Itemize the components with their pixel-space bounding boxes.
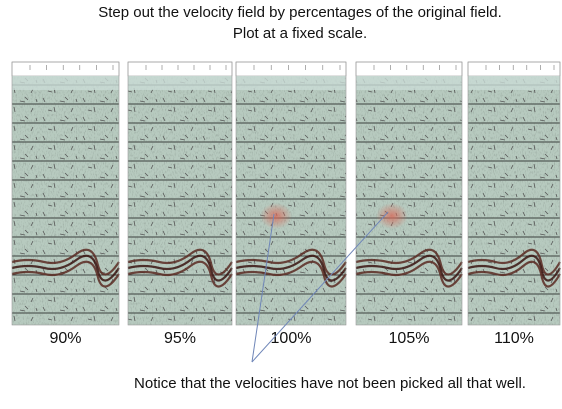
highlight — [376, 203, 408, 229]
panel-sky — [128, 76, 232, 90]
reflector — [127, 254, 233, 282]
panel-label: 110% — [494, 330, 534, 347]
panel-header — [127, 61, 233, 77]
reflector — [235, 254, 347, 282]
panel-frame — [127, 61, 233, 326]
reflector — [467, 248, 561, 276]
panel-grain — [468, 76, 560, 325]
highlight — [260, 203, 292, 229]
title-line: Plot at a fixed scale. — [233, 25, 367, 42]
seismic-panel — [127, 61, 233, 326]
panel-header — [355, 61, 463, 77]
reflector — [355, 248, 463, 276]
panel-label: 95% — [164, 330, 196, 347]
seismic-panel — [235, 61, 347, 326]
panel-grain — [356, 76, 462, 325]
reflector — [355, 260, 463, 288]
panel-frame — [11, 61, 120, 326]
seismic-panel — [467, 61, 561, 326]
reflector — [11, 254, 120, 282]
seismic-panel — [355, 61, 463, 326]
title-line: Step out the velocity field by percentag… — [98, 4, 502, 21]
panel-label: 100% — [271, 330, 312, 347]
reflector — [467, 254, 561, 282]
arrow — [251, 213, 275, 363]
reflector — [127, 248, 233, 276]
panel-header — [467, 61, 561, 77]
reflector — [127, 260, 233, 288]
panel-label: 105% — [389, 330, 430, 347]
reflector — [11, 260, 120, 288]
reflector — [467, 260, 561, 288]
panel-header — [11, 61, 120, 77]
panel-sky — [236, 76, 346, 90]
panel-sky — [468, 76, 560, 90]
panel-header — [235, 61, 347, 77]
panel-group: 90% 95% 100% 105% 110% — [11, 61, 561, 347]
reflector — [11, 248, 120, 276]
reflector — [235, 260, 347, 288]
arrow — [251, 211, 389, 363]
panel-frame — [235, 61, 347, 326]
panel-grain — [12, 76, 119, 325]
panel-sky — [12, 76, 119, 90]
panel-grain — [128, 76, 232, 325]
reflector — [235, 248, 347, 276]
panel-grain — [236, 76, 346, 325]
panel-frame — [355, 61, 463, 326]
panel-frame — [467, 61, 561, 326]
reflector — [355, 254, 463, 282]
note: Notice that the velocities have not been… — [134, 375, 526, 392]
seismic-panel — [11, 61, 120, 326]
panel-label: 90% — [49, 330, 81, 347]
arrows — [251, 211, 389, 363]
panel-sky — [356, 76, 462, 90]
